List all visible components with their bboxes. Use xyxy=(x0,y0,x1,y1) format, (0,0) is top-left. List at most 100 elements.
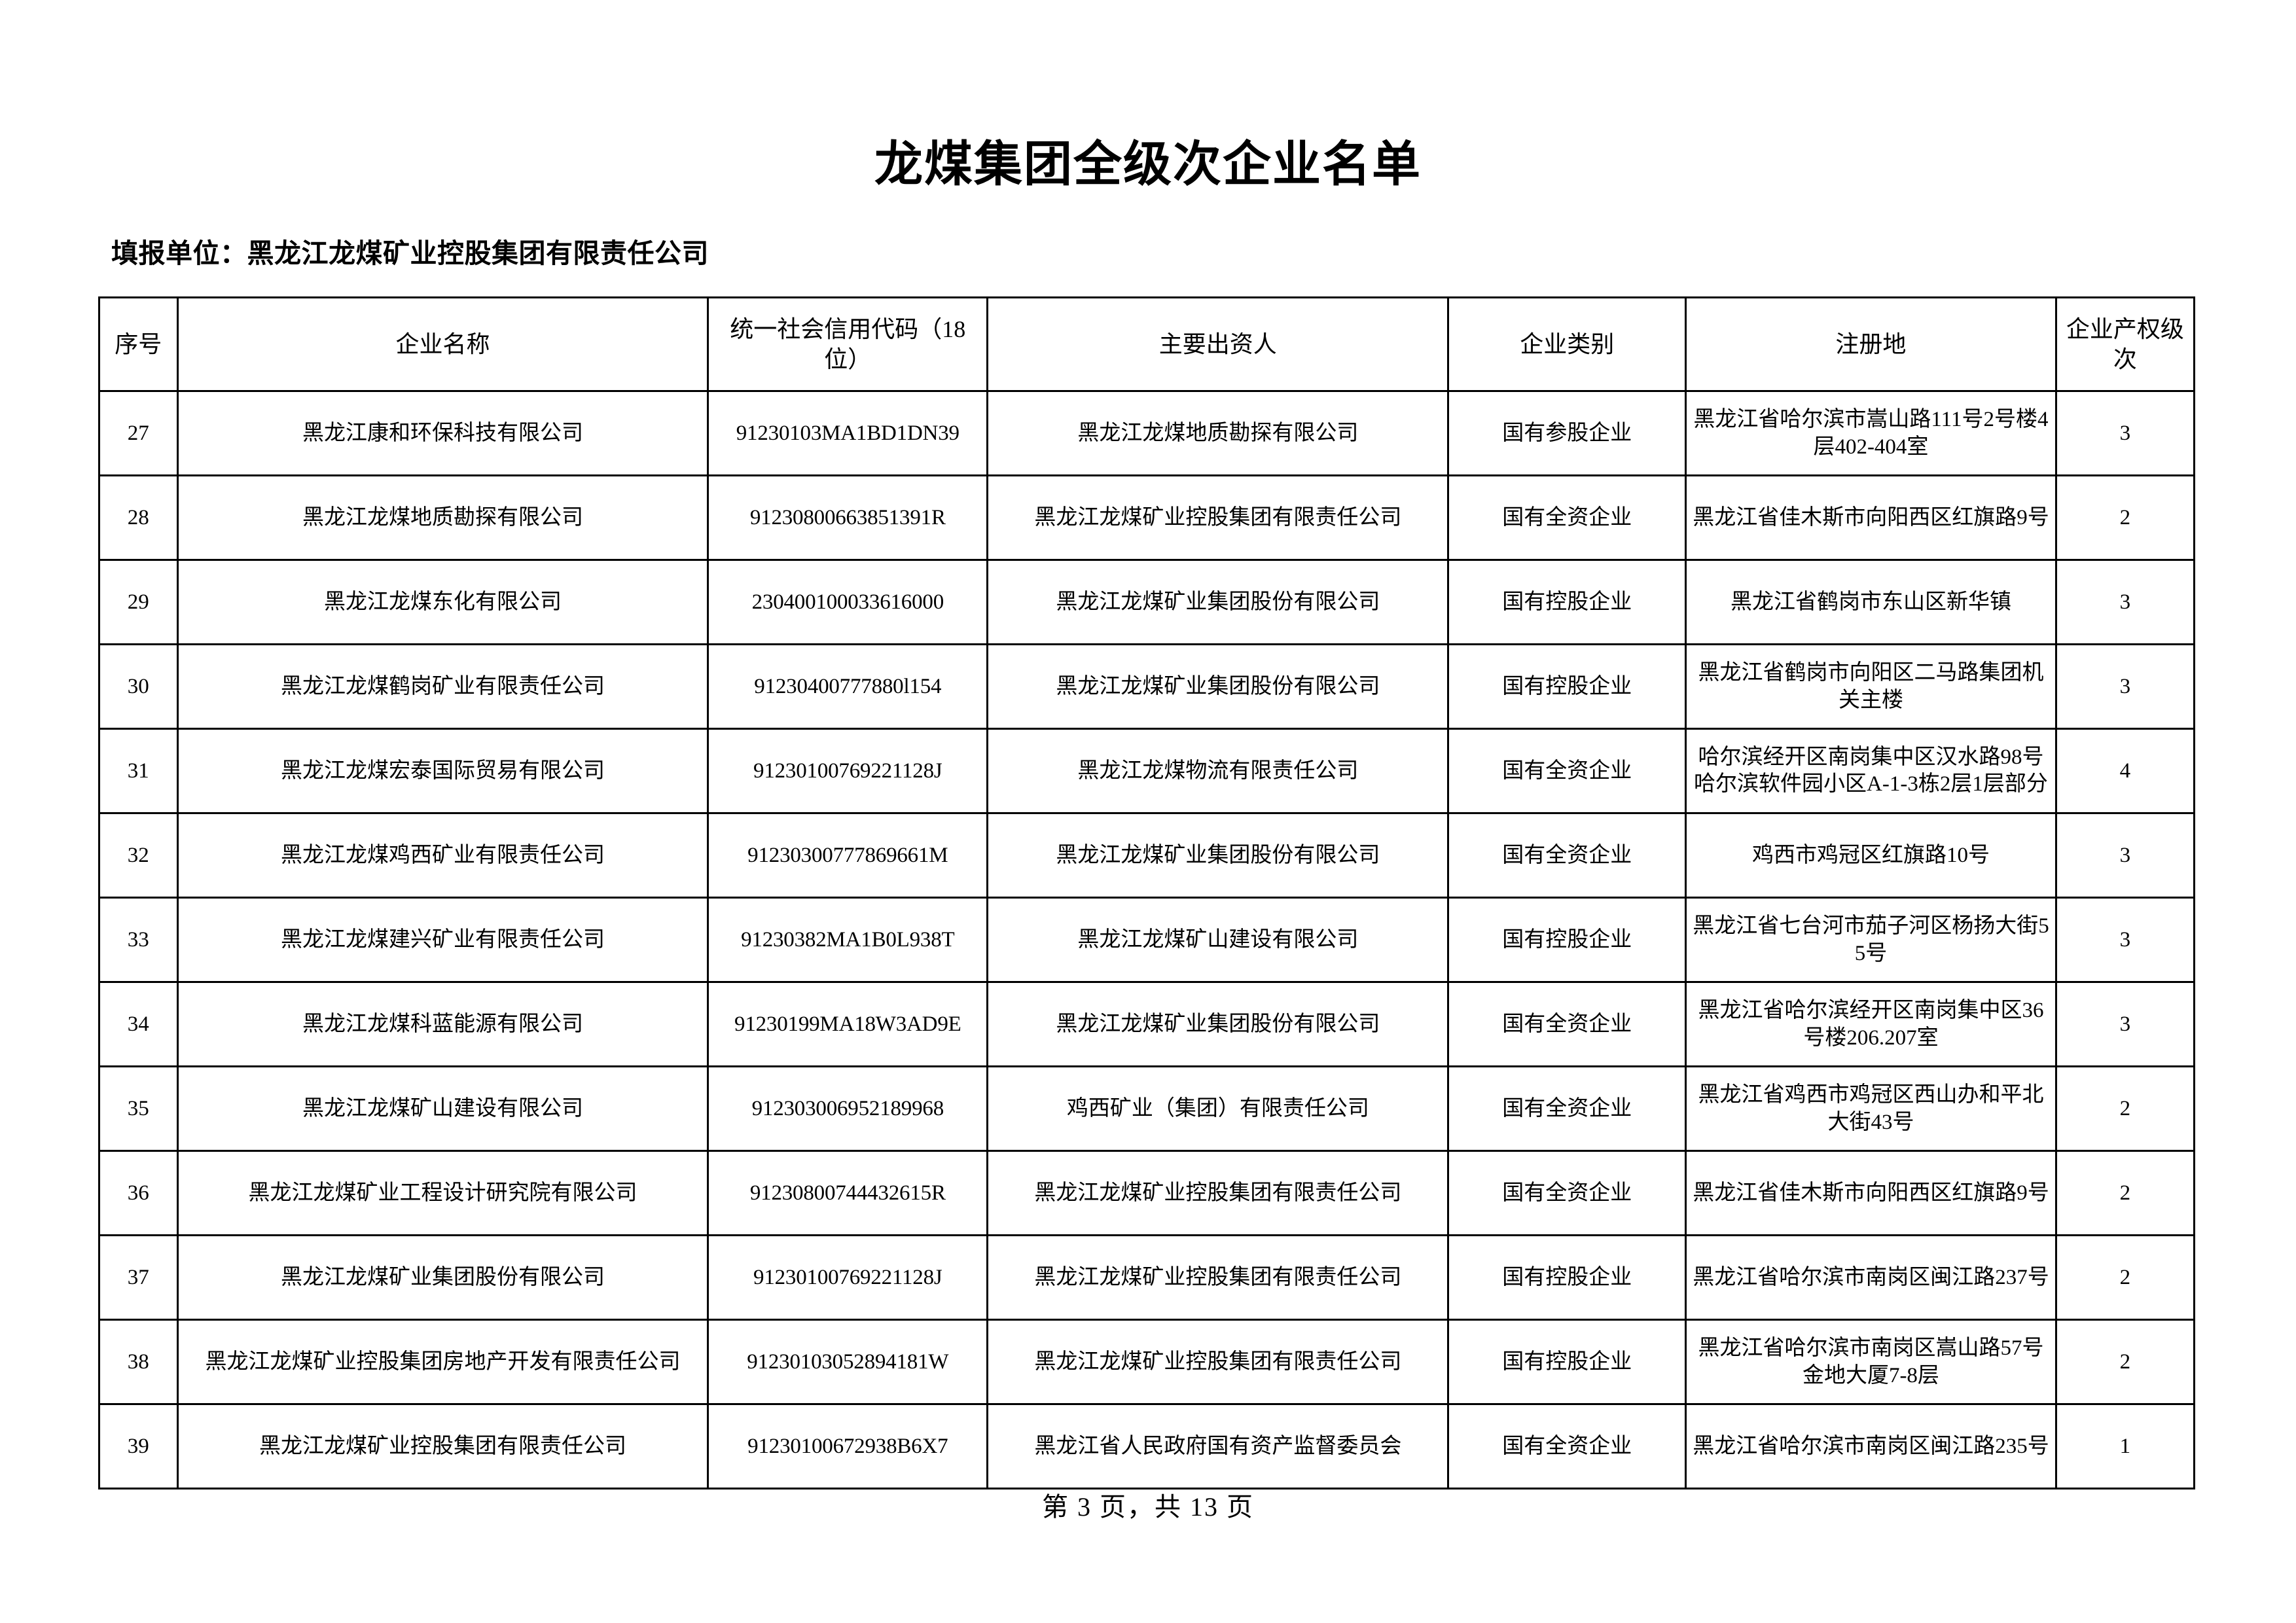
cell-credit-code: 91230400777880l154 xyxy=(707,643,989,730)
cell-name: 黑龙江康和环保科技有限公司 xyxy=(176,390,709,477)
cell-credit-code: 91230300777869661M xyxy=(707,812,989,899)
cell-category: 国有全资企业 xyxy=(1447,812,1687,899)
cell-registration: 黑龙江省佳木斯市向阳西区红旗路9号 xyxy=(1685,474,2057,562)
cell-investor: 黑龙江龙煤矿业集团股份有限公司 xyxy=(986,559,1450,646)
cell-category: 国有全资企业 xyxy=(1447,1403,1687,1490)
cell-category: 国有参股企业 xyxy=(1447,390,1687,477)
cell-index: 38 xyxy=(98,1319,179,1406)
cell-registration: 哈尔滨经开区南岗集中区汉水路98号哈尔滨软件园小区A-1-3栋2层1层部分 xyxy=(1685,728,2057,815)
cell-index: 27 xyxy=(98,390,179,477)
report-unit-label: 填报单位：黑龙江龙煤矿业控股集团有限责任公司 xyxy=(111,238,709,269)
table-row: 34 黑龙江龙煤科蓝能源有限公司 91230199MA18W3AD9E 黑龙江龙… xyxy=(98,981,2196,1068)
cell-category: 国有全资企业 xyxy=(1447,981,1687,1068)
cell-category: 国有控股企业 xyxy=(1447,897,1687,984)
cell-index: 39 xyxy=(98,1403,179,1490)
cell-name: 黑龙江龙煤矿业控股集团有限责任公司 xyxy=(176,1403,709,1490)
cell-registration: 黑龙江省七台河市茄子河区杨扬大街55号 xyxy=(1685,897,2057,984)
cell-name: 黑龙江龙煤鸡西矿业有限责任公司 xyxy=(176,812,709,899)
cell-investor: 黑龙江龙煤矿山建设有限公司 xyxy=(986,897,1450,984)
cell-credit-code: 91230100769221128J xyxy=(707,728,989,815)
cell-category: 国有全资企业 xyxy=(1447,1150,1687,1237)
cell-category: 国有控股企业 xyxy=(1447,1234,1687,1321)
cell-level: 2 xyxy=(2054,474,2196,562)
cell-registration: 黑龙江省哈尔滨市嵩山路111号2号楼4层402-404室 xyxy=(1685,390,2057,477)
cell-level: 3 xyxy=(2054,390,2196,477)
table-row: 36 黑龙江龙煤矿业工程设计研究院有限公司 91230800744432615R… xyxy=(98,1150,2196,1237)
cell-investor: 黑龙江龙煤矿业控股集团有限责任公司 xyxy=(986,1319,1450,1406)
cell-credit-code: 91230800744432615R xyxy=(707,1150,989,1237)
cell-credit-code: 91230100672938B6X7 xyxy=(707,1403,989,1490)
cell-name: 黑龙江龙煤地质勘探有限公司 xyxy=(176,474,709,562)
column-header-level: 企业产权级次 xyxy=(2054,296,2196,393)
cell-category: 国有控股企业 xyxy=(1447,1319,1687,1406)
cell-investor: 黑龙江龙煤矿业集团股份有限公司 xyxy=(986,981,1450,1068)
cell-credit-code: 91230100769221128J xyxy=(707,1234,989,1321)
cell-credit-code: 91230199MA18W3AD9E xyxy=(707,981,989,1068)
table-row: 38 黑龙江龙煤矿业控股集团房地产开发有限责任公司 91230103052894… xyxy=(98,1319,2196,1406)
cell-index: 37 xyxy=(98,1234,179,1321)
table-body: 27 黑龙江康和环保科技有限公司 91230103MA1BD1DN39 黑龙江龙… xyxy=(98,390,2196,1490)
cell-category: 国有控股企业 xyxy=(1447,643,1687,730)
cell-level: 2 xyxy=(2054,1150,2196,1237)
cell-investor: 黑龙江龙煤矿业集团股份有限公司 xyxy=(986,812,1450,899)
cell-credit-code: 230400100033616000 xyxy=(707,559,989,646)
cell-registration: 黑龙江省鹤岗市东山区新华镇 xyxy=(1685,559,2057,646)
cell-index: 35 xyxy=(98,1065,179,1152)
cell-name: 黑龙江龙煤矿业工程设计研究院有限公司 xyxy=(176,1150,709,1237)
cell-name: 黑龙江龙煤矿山建设有限公司 xyxy=(176,1065,709,1152)
cell-investor: 黑龙江龙煤物流有限责任公司 xyxy=(986,728,1450,815)
cell-registration: 黑龙江省佳木斯市向阳西区红旗路9号 xyxy=(1685,1150,2057,1237)
cell-index: 31 xyxy=(98,728,179,815)
cell-index: 36 xyxy=(98,1150,179,1237)
cell-index: 28 xyxy=(98,474,179,562)
cell-name: 黑龙江龙煤建兴矿业有限责任公司 xyxy=(176,897,709,984)
column-header-registration: 注册地 xyxy=(1685,296,2057,393)
cell-investor: 黑龙江龙煤矿业集团股份有限公司 xyxy=(986,643,1450,730)
cell-registration: 黑龙江省哈尔滨市南岗区嵩山路57号金地大厦7-8层 xyxy=(1685,1319,2057,1406)
cell-name: 黑龙江龙煤科蓝能源有限公司 xyxy=(176,981,709,1068)
cell-registration: 黑龙江省鹤岗市向阳区二马路集团机关主楼 xyxy=(1685,643,2057,730)
column-header-category: 企业类别 xyxy=(1447,296,1687,393)
cell-index: 33 xyxy=(98,897,179,984)
cell-category: 国有全资企业 xyxy=(1447,474,1687,562)
page-title: 龙煤集团全级次企业名单 xyxy=(874,137,1422,191)
cell-credit-code: 91230103052894181W xyxy=(707,1319,989,1406)
cell-index: 30 xyxy=(98,643,179,730)
cell-level: 3 xyxy=(2054,897,2196,984)
table-header-row: 序号 企业名称 统一社会信用代码（18位） 主要出资人 企业类别 注册地 企业产… xyxy=(98,296,2196,393)
cell-index: 32 xyxy=(98,812,179,899)
cell-level: 2 xyxy=(2054,1319,2196,1406)
cell-name: 黑龙江龙煤宏泰国际贸易有限公司 xyxy=(176,728,709,815)
column-header-credit-code: 统一社会信用代码（18位） xyxy=(707,296,989,393)
cell-level: 3 xyxy=(2054,812,2196,899)
table-row: 39 黑龙江龙煤矿业控股集团有限责任公司 91230100672938B6X7 … xyxy=(98,1403,2196,1490)
column-header-name: 企业名称 xyxy=(176,296,709,393)
cell-index: 34 xyxy=(98,981,179,1068)
cell-registration: 鸡西市鸡冠区红旗路10号 xyxy=(1685,812,2057,899)
cell-registration: 黑龙江省哈尔滨市南岗区闽江路235号 xyxy=(1685,1403,2057,1490)
table-row: 37 黑龙江龙煤矿业集团股份有限公司 91230100769221128J 黑龙… xyxy=(98,1234,2196,1321)
cell-credit-code: 91230103MA1BD1DN39 xyxy=(707,390,989,477)
cell-name: 黑龙江龙煤东化有限公司 xyxy=(176,559,709,646)
cell-investor: 黑龙江龙煤矿业控股集团有限责任公司 xyxy=(986,1150,1450,1237)
cell-category: 国有全资企业 xyxy=(1447,1065,1687,1152)
table-row: 31 黑龙江龙煤宏泰国际贸易有限公司 91230100769221128J 黑龙… xyxy=(98,728,2196,815)
cell-investor: 鸡西矿业（集团）有限责任公司 xyxy=(986,1065,1450,1152)
cell-level: 3 xyxy=(2054,643,2196,730)
cell-registration: 黑龙江省鸡西市鸡冠区西山办和平北大街43号 xyxy=(1685,1065,2057,1152)
cell-credit-code: 91230382MA1B0L938T xyxy=(707,897,989,984)
table-row: 27 黑龙江康和环保科技有限公司 91230103MA1BD1DN39 黑龙江龙… xyxy=(98,390,2196,477)
table-row: 35 黑龙江龙煤矿山建设有限公司 912303006952189968 鸡西矿业… xyxy=(98,1065,2196,1152)
cell-investor: 黑龙江龙煤矿业控股集团有限责任公司 xyxy=(986,474,1450,562)
cell-level: 2 xyxy=(2054,1065,2196,1152)
page-footer: 第 3 页，共 13 页 xyxy=(1042,1492,1254,1522)
cell-investor: 黑龙江龙煤地质勘探有限公司 xyxy=(986,390,1450,477)
cell-level: 1 xyxy=(2054,1403,2196,1490)
cell-level: 2 xyxy=(2054,1234,2196,1321)
column-header-investor: 主要出资人 xyxy=(986,296,1450,393)
cell-name: 黑龙江龙煤矿业控股集团房地产开发有限责任公司 xyxy=(176,1319,709,1406)
cell-level: 3 xyxy=(2054,559,2196,646)
table-row: 30 黑龙江龙煤鹤岗矿业有限责任公司 91230400777880l154 黑龙… xyxy=(98,643,2196,730)
cell-registration: 黑龙江省哈尔滨市南岗区闽江路237号 xyxy=(1685,1234,2057,1321)
